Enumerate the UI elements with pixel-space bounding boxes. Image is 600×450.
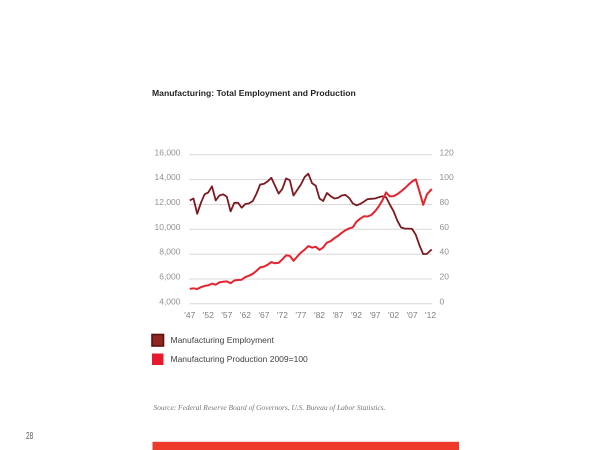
svg-text:'67: '67 bbox=[258, 310, 269, 320]
svg-text:'57: '57 bbox=[221, 310, 232, 320]
svg-text:Manufacturing Production 2009=: Manufacturing Production 2009=100 bbox=[171, 354, 309, 364]
svg-text:60: 60 bbox=[440, 222, 450, 232]
svg-text:100: 100 bbox=[440, 172, 454, 182]
svg-text:'52: '52 bbox=[203, 310, 214, 320]
svg-text:'07: '07 bbox=[407, 310, 418, 320]
svg-text:'82: '82 bbox=[314, 310, 325, 320]
svg-text:6,000: 6,000 bbox=[159, 272, 181, 282]
svg-text:Manufacturing Employment: Manufacturing Employment bbox=[171, 335, 275, 345]
svg-text:'92: '92 bbox=[351, 310, 362, 320]
svg-text:80: 80 bbox=[440, 197, 450, 207]
svg-text:8,000: 8,000 bbox=[159, 247, 181, 257]
svg-text:120: 120 bbox=[440, 147, 454, 157]
svg-text:'97: '97 bbox=[369, 310, 380, 320]
svg-text:20: 20 bbox=[440, 272, 450, 282]
svg-text:10,000: 10,000 bbox=[155, 222, 181, 232]
svg-text:'12: '12 bbox=[425, 310, 436, 320]
svg-text:16,000: 16,000 bbox=[155, 147, 181, 157]
svg-text:0: 0 bbox=[440, 296, 445, 306]
svg-text:'77: '77 bbox=[295, 310, 306, 320]
svg-text:40: 40 bbox=[440, 247, 450, 257]
svg-text:Manufacturing: Total Employmen: Manufacturing: Total Employment and Prod… bbox=[152, 88, 356, 98]
svg-text:'62: '62 bbox=[240, 310, 251, 320]
svg-text:4,000: 4,000 bbox=[159, 296, 181, 306]
svg-text:14,000: 14,000 bbox=[155, 172, 181, 182]
svg-text:'47: '47 bbox=[184, 310, 195, 320]
svg-text:'87: '87 bbox=[332, 310, 343, 320]
svg-text:'02: '02 bbox=[388, 310, 399, 320]
svg-text:'72: '72 bbox=[277, 310, 288, 320]
svg-text:12,000: 12,000 bbox=[155, 197, 181, 207]
svg-text:28: 28 bbox=[26, 431, 33, 442]
svg-text:Source: Federal Reserve Board: Source: Federal Reserve Board of Governo… bbox=[154, 403, 386, 412]
